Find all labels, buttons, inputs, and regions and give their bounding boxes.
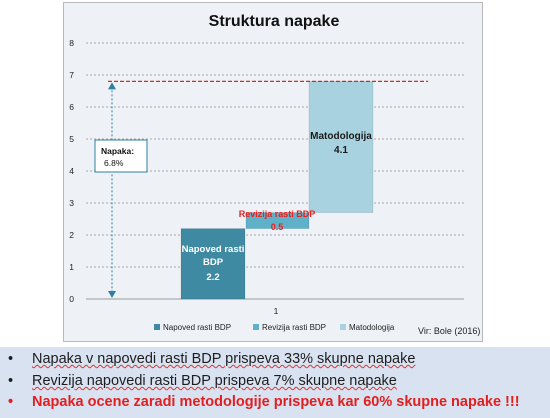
y-tick-label: 3 bbox=[69, 198, 74, 208]
legend-swatch bbox=[253, 324, 259, 330]
annotation-value: 6.8% bbox=[104, 158, 124, 168]
bar-data-label: Revizija rasti BDP bbox=[239, 209, 316, 219]
waterfall-bar bbox=[245, 212, 310, 229]
legend-swatch bbox=[340, 324, 346, 330]
arrow-head-down bbox=[108, 291, 116, 298]
y-tick-label: 5 bbox=[69, 134, 74, 144]
legend-label: Matodologija bbox=[349, 323, 395, 332]
bar-data-label: BDP bbox=[203, 257, 224, 268]
y-tick-label: 8 bbox=[69, 38, 74, 48]
source-note: Vir: Bole (2016) bbox=[418, 326, 480, 336]
legend-label: Napoved rasti BDP bbox=[163, 323, 231, 332]
bullet-text: Napaka v napovedi rasti BDP prispeva 33%… bbox=[32, 351, 416, 367]
bullet-text: Napaka ocene zaradi metodologije prispev… bbox=[32, 394, 520, 410]
y-tick-label: 6 bbox=[69, 102, 74, 112]
bullet-item: • Napaka ocene zaradi metodologije prispe… bbox=[8, 392, 520, 412]
bullet-list: • Napaka v napovedi rasti BDP prispeva 33… bbox=[0, 347, 550, 418]
legend-label: Revizija rasti BDP bbox=[262, 323, 326, 332]
waterfall-bar bbox=[180, 228, 246, 300]
chart-frame: Struktura napake 0 1 2 3 4 5 6 7 8 1 Napoved rasti… bbox=[63, 2, 483, 342]
y-tick-label: 0 bbox=[69, 294, 74, 304]
bar-data-label: Matodologija bbox=[310, 131, 372, 142]
waterfall-chart: 0 1 2 3 4 5 6 7 8 1 Napoved rasti BDP 2.2 Revizija ra… bbox=[69, 38, 480, 336]
bullet-marker: • bbox=[8, 394, 14, 410]
waterfall-bar bbox=[308, 81, 374, 213]
bullet-text: Revizija napovedi rasti BDP prispeva 7% … bbox=[32, 373, 397, 389]
bar-data-label: 2.2 bbox=[206, 272, 219, 283]
bullet-marker: • bbox=[8, 373, 14, 389]
y-tick-label: 4 bbox=[69, 166, 74, 176]
bar-data-label: 0.5 bbox=[271, 222, 284, 232]
bullet-item: • Revizija napovedi rasti BDP prispeva 7%… bbox=[8, 371, 397, 391]
bullet-marker: • bbox=[8, 351, 14, 367]
annotation-label: Napaka: bbox=[101, 146, 134, 156]
chart-title: Struktura napake bbox=[208, 13, 340, 30]
legend-swatch bbox=[154, 324, 160, 330]
x-tick-label: 1 bbox=[274, 306, 279, 316]
bar-data-label: 4.1 bbox=[334, 145, 348, 156]
y-tick-label: 1 bbox=[69, 262, 74, 272]
annotation-box bbox=[94, 139, 148, 173]
arrow-head-up bbox=[108, 82, 116, 90]
y-tick-label: 7 bbox=[69, 70, 74, 80]
y-tick-label: 2 bbox=[69, 230, 74, 240]
bullet-item: • Napaka v napovedi rasti BDP prispeva 33… bbox=[8, 349, 415, 369]
bar-data-label: Napoved rasti bbox=[182, 244, 245, 255]
